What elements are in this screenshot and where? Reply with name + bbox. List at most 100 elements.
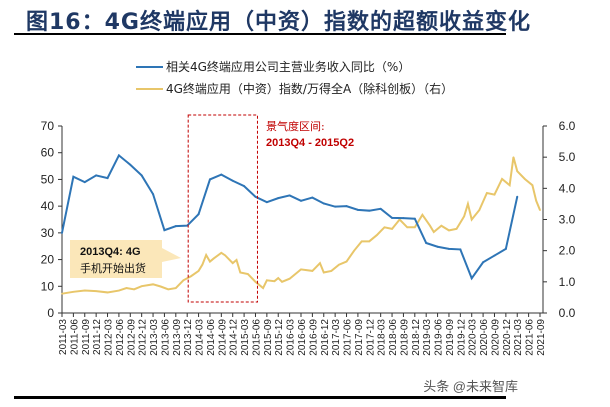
revenue-point — [197, 213, 200, 216]
index-point — [463, 215, 465, 218]
x-tick-label: 2018-12 — [411, 319, 422, 356]
index-point — [421, 214, 424, 216]
index-point — [300, 268, 302, 271]
x-tick-label: 2013-09 — [172, 319, 183, 356]
index-point — [83, 289, 86, 292]
index-point — [212, 257, 215, 260]
index-point — [95, 290, 97, 292]
revenue-point — [482, 261, 485, 264]
index-point — [201, 263, 204, 266]
index-point — [197, 270, 200, 272]
x-tick-label: 2015-12 — [274, 319, 285, 356]
x-tick-label: 2016-03 — [286, 319, 297, 356]
right-tick-label: 2.0 — [559, 244, 576, 258]
x-tick-label: 2016-12 — [320, 319, 331, 356]
x-tick-label: 2016-09 — [308, 319, 319, 356]
x-tick-label: 2019-12 — [456, 319, 467, 356]
revenue-point — [504, 247, 507, 250]
index-point — [190, 275, 192, 278]
right-tick-label: 0.0 — [559, 306, 576, 320]
revenue-point — [220, 173, 223, 176]
index-point — [277, 277, 280, 279]
x-tick-label: 2015-09 — [263, 319, 274, 356]
index-point — [345, 260, 348, 263]
x-tick-label: 2015-06 — [251, 319, 262, 356]
revenue-point — [231, 179, 234, 182]
revenue-point — [106, 177, 109, 180]
x-tick-label: 2014-03 — [195, 319, 206, 356]
x-tick-label: 2019-06 — [434, 319, 445, 356]
x-tick-label: 2015-03 — [240, 319, 251, 356]
x-tick-label: 2017-03 — [331, 319, 342, 356]
revenue-point — [174, 225, 177, 228]
revenue-point — [345, 205, 348, 208]
index-point — [311, 270, 314, 272]
revenue-point — [436, 245, 439, 248]
index-point — [535, 200, 538, 202]
left-tick-label: 70 — [41, 119, 55, 133]
index-point — [247, 273, 249, 275]
index-point — [224, 254, 226, 257]
index-point — [220, 252, 223, 254]
index-point — [470, 218, 473, 221]
revenue-point — [470, 277, 473, 280]
x-tick-label: 2012-06 — [115, 319, 126, 356]
index-point — [440, 224, 443, 227]
index-point — [524, 178, 526, 180]
index-point — [531, 184, 534, 187]
revenue-point — [391, 216, 394, 219]
x-tick-label: 2011-06 — [69, 319, 80, 355]
revenue-point — [129, 163, 132, 166]
x-tick-label: 2014-06 — [206, 319, 217, 356]
right-tick-label: 6.0 — [559, 119, 576, 133]
index-point — [175, 287, 177, 289]
index-point — [493, 193, 496, 196]
revenue-point — [254, 195, 257, 198]
left-tick-label: 60 — [41, 146, 55, 160]
revenue-point — [95, 174, 98, 177]
index-point — [338, 263, 340, 266]
index-point — [182, 279, 185, 282]
revenue-point — [277, 197, 280, 200]
revenue-point — [311, 196, 314, 199]
index-point — [140, 285, 143, 287]
index-point — [262, 287, 264, 289]
revenue-point — [140, 174, 143, 177]
revenue-point — [243, 185, 246, 188]
index-point — [273, 280, 276, 283]
index-point — [539, 209, 541, 211]
x-tick-label: 2017-06 — [343, 319, 354, 356]
title-divider — [14, 33, 506, 35]
revenue-point — [322, 202, 325, 205]
x-tick-label: 2021-06 — [525, 319, 536, 356]
revenue-point — [356, 208, 359, 211]
index-point — [209, 260, 211, 263]
index-point — [319, 262, 321, 264]
index-point — [106, 291, 109, 294]
x-tick-label: 2012-03 — [104, 319, 115, 356]
revenue-point — [516, 195, 519, 198]
index-point — [432, 231, 435, 233]
left-tick-label: 20 — [41, 253, 55, 267]
index-point — [118, 289, 120, 292]
x-tick-label: 2016-06 — [297, 319, 308, 356]
x-tick-label: 2018-06 — [388, 319, 399, 356]
x-tick-label: 2021-09 — [536, 319, 547, 356]
legend-label-revenue: 相关4G终端应用公司主营业务收入同比（%） — [166, 59, 410, 74]
index-point — [61, 292, 63, 295]
index-point — [152, 283, 154, 286]
revenue-point — [425, 242, 428, 245]
bottom-divider — [14, 396, 506, 399]
x-tick-label: 2020-12 — [502, 319, 513, 356]
x-tick-label: 2013-12 — [183, 319, 194, 356]
x-tick-label: 2011-12 — [92, 319, 103, 355]
index-point — [360, 240, 363, 243]
x-tick-label: 2019-03 — [422, 319, 433, 356]
revenue-point — [265, 201, 268, 204]
watermark: 头条 @未来智库 — [423, 379, 518, 394]
x-tick-label: 2012-12 — [138, 319, 149, 356]
period-label-range: 2013Q4 - 2015Q2 — [266, 137, 354, 149]
index-point — [167, 288, 170, 291]
